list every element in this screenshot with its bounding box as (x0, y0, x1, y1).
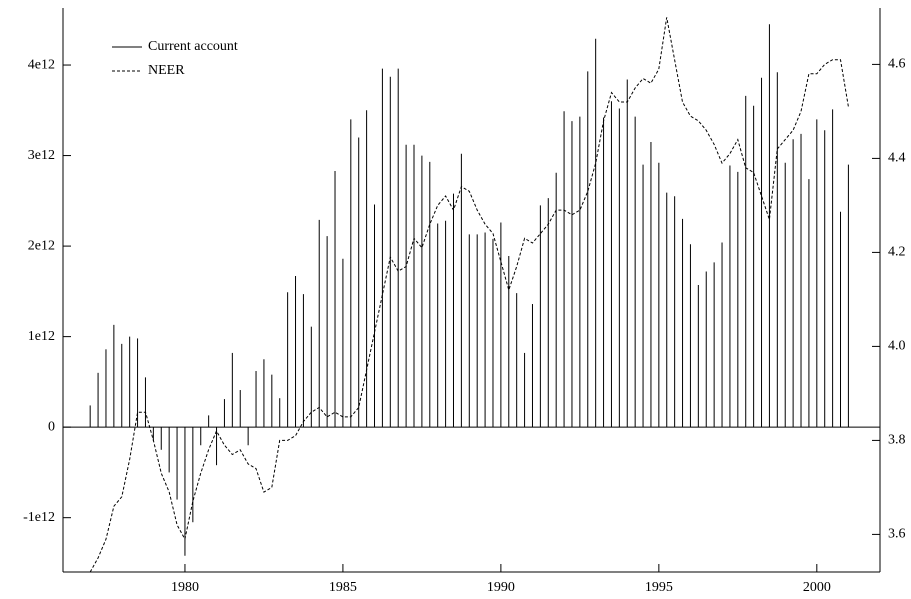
x-tick-label: 1995 (645, 580, 673, 595)
x-tick-label: 1990 (487, 580, 515, 595)
x-tick-label: 1985 (329, 580, 357, 595)
line (89, 17, 849, 573)
y2-tick-label: 4.6 (888, 57, 906, 72)
y2-tick-label: 3.8 (888, 433, 906, 448)
legend-label: Current account (148, 39, 238, 54)
y-tick-label: 1e12 (28, 329, 55, 344)
y-tick-label: 2e12 (28, 238, 55, 253)
y2-tick-label: 3.6 (888, 527, 906, 542)
x-tick-label: 2000 (803, 580, 831, 595)
x-tick-label: 1980 (171, 580, 199, 595)
y-tick-label: 4e12 (28, 57, 55, 72)
y2-tick-label: 4.4 (888, 151, 906, 166)
y2-tick-label: 4.2 (888, 245, 906, 260)
y2-tick-label: 4.0 (888, 339, 906, 354)
y-tick-label: 0 (48, 419, 55, 434)
y-tick-label: -1e12 (23, 510, 55, 525)
y-tick-label: 3e12 (28, 148, 55, 163)
legend-label: NEER (148, 63, 185, 78)
